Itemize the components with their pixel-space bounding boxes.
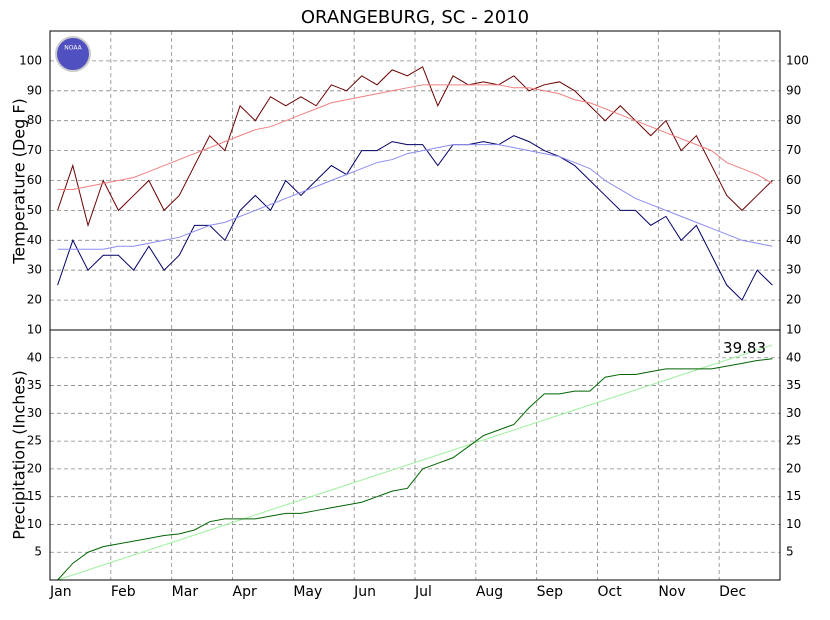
- y-tick-label: 40: [27, 350, 42, 364]
- y-tick-label: 30: [27, 406, 42, 420]
- y-tick-label: 20: [27, 461, 42, 475]
- y-axis-label: Precipitation (Inches): [10, 370, 29, 540]
- line-series: [57, 344, 773, 581]
- y-tick-label-right: 30: [786, 406, 801, 420]
- x-tick-label: Jan: [49, 584, 72, 600]
- x-tick-label: Jun: [353, 584, 376, 600]
- line-series: [57, 66, 773, 228]
- y-axis-label: Temperature (Deg F): [10, 98, 29, 265]
- y-tick-label: 100: [19, 53, 42, 67]
- y-tick-label-right: 70: [786, 143, 801, 157]
- y-tick-label-right: 50: [786, 203, 801, 217]
- y-tick-label-right: 60: [786, 173, 801, 187]
- y-tick-label: 90: [27, 83, 42, 97]
- x-tick-label: Sep: [537, 584, 564, 600]
- y-tick-label-right: 25: [786, 434, 801, 448]
- y-tick-label: 10: [27, 517, 42, 531]
- plot-frame: [49, 30, 781, 581]
- x-tick-label: Oct: [598, 584, 623, 600]
- x-tick-label: Feb: [111, 584, 136, 600]
- x-tick-label: Dec: [719, 584, 746, 600]
- y-tick-label: 30: [27, 263, 42, 277]
- y-tick-label-right: 10: [786, 517, 801, 531]
- logo: [55, 36, 91, 72]
- y-tick-label-right: 40: [786, 233, 801, 247]
- y-tick-label: 20: [27, 293, 42, 307]
- y-tick-label: 35: [27, 378, 42, 392]
- x-tick-label: Mar: [172, 584, 199, 600]
- x-tick-label: May: [293, 584, 322, 600]
- y-tick-label-right: 80: [786, 113, 801, 127]
- line-series: [57, 358, 773, 581]
- y-tick-label-right: 15: [786, 489, 801, 503]
- x-tick-label: Aug: [476, 584, 503, 600]
- line-series: [57, 84, 773, 190]
- y-tick-label-right: 90: [786, 83, 801, 97]
- y-tick-label-right: 5: [786, 545, 794, 559]
- x-tick-label: Apr: [233, 584, 257, 600]
- y-tick-label: 70: [27, 143, 42, 157]
- y-tick-label-right: 100: [786, 53, 809, 67]
- x-tick-label: Nov: [658, 584, 685, 600]
- y-tick-label-right: 20: [786, 293, 801, 307]
- logo-text: NOAA: [64, 45, 82, 52]
- line-series: [57, 135, 773, 301]
- y-tick-label-right: 40: [786, 350, 801, 364]
- y-tick-label-right: 35: [786, 378, 801, 392]
- chart-title: ORANGEBURG, SC - 2010: [301, 7, 529, 28]
- y-tick-label: 25: [27, 434, 42, 448]
- y-tick-label: 15: [27, 489, 42, 503]
- y-tick-label-right: 30: [786, 263, 801, 277]
- x-tick-label: Jul: [414, 584, 432, 600]
- y-tick-label: 80: [27, 113, 42, 127]
- data-label: 39.83: [723, 339, 766, 357]
- y-tick-label-right: 20: [786, 461, 801, 475]
- y-tick-label: 50: [27, 203, 42, 217]
- y-tick-label: 60: [27, 173, 42, 187]
- y-tick-label-right: 10: [786, 323, 801, 337]
- y-tick-label: 5: [34, 545, 42, 559]
- line-series: [57, 144, 773, 250]
- y-tick-label: 10: [27, 323, 42, 337]
- y-tick-label: 40: [27, 233, 42, 247]
